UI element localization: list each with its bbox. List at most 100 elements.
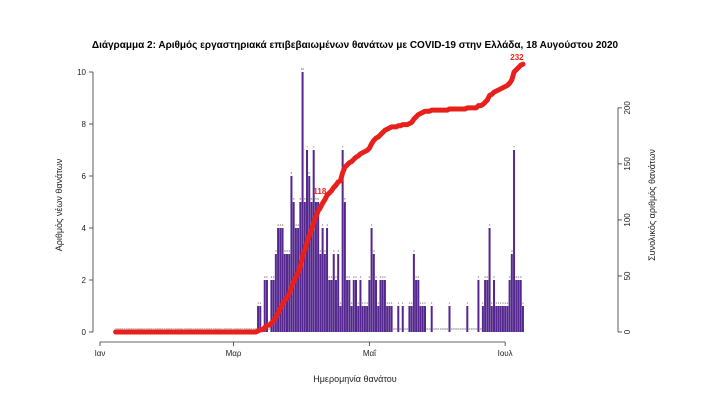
bar-value-label: 0 [429, 327, 431, 331]
bar [272, 280, 275, 332]
bar-value-label: 2 [355, 275, 357, 279]
bar [339, 306, 342, 332]
bar-value-label: 0 [190, 327, 192, 331]
bar [481, 306, 484, 332]
bar-value-label: 0 [228, 327, 230, 331]
bar-value-label: 0 [469, 327, 471, 331]
bar [352, 280, 355, 332]
bar [504, 306, 507, 332]
bar-value-label: 3 [275, 249, 277, 253]
bar-value-label: 1 [362, 301, 364, 305]
bar-value-label: 10 [301, 67, 305, 71]
bar [379, 280, 382, 332]
bar-value-label: 1 [482, 301, 484, 305]
bar-value-label: 2 [273, 275, 275, 279]
bar-value-label: 1 [357, 301, 359, 305]
bar [332, 254, 335, 332]
bar-value-label: 1 [402, 301, 404, 305]
bar [421, 306, 424, 332]
bar-value-label: 0 [244, 327, 246, 331]
bar [283, 254, 286, 332]
bar-value-label: 0 [231, 327, 233, 331]
bar [488, 228, 491, 332]
x-tick-label: Μαρ [226, 349, 242, 358]
bar [381, 280, 384, 332]
bar-value-label: 0 [161, 327, 163, 331]
bar [323, 254, 326, 332]
bar [508, 280, 511, 332]
bar-value-label: 0 [464, 327, 466, 331]
cumulative-line [113, 61, 526, 335]
bar [408, 306, 411, 332]
bar-value-label: 2 [266, 275, 268, 279]
bar-value-label: 0 [406, 327, 408, 331]
bar-value-label: 2 [415, 275, 417, 279]
bar [377, 306, 380, 332]
bar-value-label: 0 [473, 327, 475, 331]
bar-value-label: 0 [153, 327, 155, 331]
bar [259, 306, 262, 332]
bar-value-label: 0 [188, 327, 190, 331]
bar-value-label: 2 [484, 275, 486, 279]
bar-value-label: 0 [435, 327, 437, 331]
bar [270, 280, 273, 332]
bar [372, 254, 375, 332]
bar-value-label: 2 [493, 275, 495, 279]
bar-value-label: 2 [384, 275, 386, 279]
bar [490, 306, 493, 332]
bar [388, 306, 391, 332]
bar-value-label: 5 [300, 197, 302, 201]
bar [486, 280, 489, 332]
bar-value-label: 7 [342, 145, 344, 149]
bar-value-label: 0 [193, 327, 195, 331]
bar-value-label: 2 [375, 275, 377, 279]
bar-value-label: 0 [124, 327, 126, 331]
bar-value-label: 3 [286, 249, 288, 253]
bar [415, 280, 418, 332]
bar-value-label: 0 [150, 327, 152, 331]
bar-value-label: 0 [440, 327, 442, 331]
bar [355, 280, 357, 332]
bar-value-label: 1 [500, 301, 502, 305]
bar [330, 280, 333, 332]
bar-value-label: 0 [442, 327, 444, 331]
bar-value-label: 4 [297, 223, 299, 227]
bar-value-label: 0 [217, 327, 219, 331]
bar [326, 228, 329, 332]
bar [430, 306, 433, 332]
bar-value-label: 0 [206, 327, 208, 331]
y-tick-label: 4 [82, 224, 87, 233]
bar-value-label: 4 [295, 223, 297, 227]
bar [368, 280, 371, 332]
bar [341, 150, 344, 332]
bar-value-label: 0 [458, 327, 460, 331]
bar [477, 280, 480, 332]
cumulative-end-label: 232 [510, 53, 524, 62]
bar [314, 202, 317, 332]
bar-value-label: 0 [177, 327, 179, 331]
bar-value-label: 1 [495, 301, 497, 305]
bar-value-label: 0 [155, 327, 157, 331]
bar-value-label: 1 [507, 301, 509, 305]
bar [319, 254, 322, 332]
bar-value-label: 0 [135, 327, 137, 331]
bar-value-label: 0 [235, 327, 237, 331]
bar [357, 306, 360, 332]
bar-value-label: 0 [268, 327, 270, 331]
x-tick-label: Μαΐ [363, 349, 377, 358]
bar-value-label: 2 [335, 275, 337, 279]
bar [343, 202, 346, 332]
bar-value-label: 0 [460, 327, 462, 331]
bar-value-label: 0 [148, 327, 150, 331]
bar-value-label: 3 [337, 249, 339, 253]
bar-value-label: 7 [306, 145, 308, 149]
bar-value-label: 1 [389, 301, 391, 305]
bar-value-label: 0 [255, 327, 257, 331]
bar-value-label: 0 [480, 327, 482, 331]
bar-value-label: 5 [293, 197, 295, 201]
y2-axis-label: Συνολικός αριθμός θανάτων [647, 149, 657, 261]
bar-value-label: 0 [404, 327, 406, 331]
bar-value-label: 4 [277, 223, 279, 227]
bar-value-label: 4 [489, 223, 491, 227]
bar-value-label: 2 [264, 275, 266, 279]
